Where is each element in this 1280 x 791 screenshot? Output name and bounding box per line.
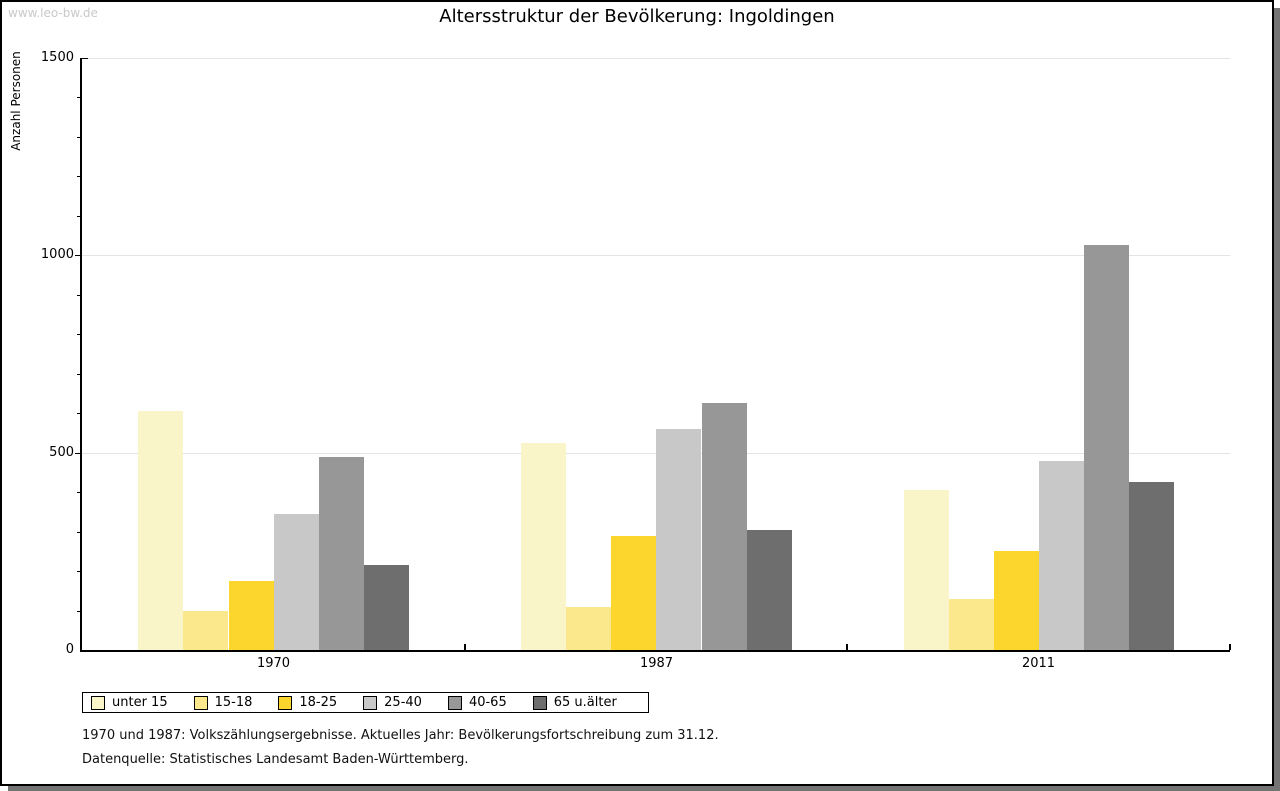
bar-15-18 bbox=[949, 599, 994, 650]
bar-unter-15 bbox=[521, 443, 566, 650]
legend-item: 15-18 bbox=[193, 695, 253, 710]
legend-item: 18-25 bbox=[278, 695, 337, 710]
watermark: www.leo-bw.de bbox=[8, 6, 98, 20]
x-category-label: 2011 bbox=[1021, 656, 1056, 671]
bar-unter-15 bbox=[138, 411, 183, 650]
y-tick bbox=[77, 611, 82, 612]
bar-40-65 bbox=[1084, 245, 1129, 650]
x-axis-line bbox=[80, 650, 1230, 652]
legend-label: unter 15 bbox=[112, 695, 168, 710]
y-tick bbox=[82, 58, 88, 59]
bar-25-40 bbox=[656, 429, 701, 650]
bar-65-u-lter bbox=[747, 530, 792, 650]
bar-25-40 bbox=[1039, 461, 1084, 650]
y-tick-label: 1000 bbox=[40, 247, 74, 262]
y-tick bbox=[77, 295, 82, 296]
y-tick bbox=[77, 532, 82, 533]
footnote-line-1: 1970 und 1987: Volkszählungsergebnisse. … bbox=[82, 728, 719, 743]
y-axis-line bbox=[80, 58, 82, 652]
y-tick bbox=[75, 255, 82, 256]
y-tick bbox=[77, 176, 82, 177]
bar-40-65 bbox=[319, 457, 364, 650]
bar-65-u-lter bbox=[1129, 482, 1174, 650]
x-tick bbox=[846, 644, 848, 650]
legend-item: 65 u.älter bbox=[532, 695, 617, 710]
y-tick bbox=[77, 216, 82, 217]
legend-label: 15-18 bbox=[214, 695, 253, 710]
legend-label: 25-40 bbox=[384, 695, 422, 710]
legend-item: 40-65 bbox=[447, 695, 507, 710]
bar-65-u-lter bbox=[364, 565, 409, 650]
legend-swatch-icon bbox=[193, 695, 208, 710]
x-category-label: 1987 bbox=[639, 656, 674, 671]
page-shadow-bottom bbox=[8, 786, 1280, 791]
bar-40-65 bbox=[702, 403, 747, 650]
x-tick bbox=[464, 644, 466, 650]
legend-swatch-icon bbox=[91, 695, 105, 710]
y-tick bbox=[77, 97, 82, 98]
y-tick bbox=[77, 374, 82, 375]
legend: unter 15 15-18 18-25 25-40 40-65 65 u.älter bbox=[82, 692, 649, 713]
footnote-line-2: Datenquelle: Statistisches Landesamt Bad… bbox=[82, 752, 469, 767]
legend-label: 65 u.älter bbox=[553, 695, 617, 710]
legend-label: 40-65 bbox=[468, 695, 507, 710]
y-tick bbox=[77, 571, 82, 572]
y-tick-label: 1500 bbox=[40, 50, 74, 65]
bar-18-25 bbox=[994, 551, 1039, 650]
legend-swatch-icon bbox=[278, 695, 293, 710]
bar-15-18 bbox=[183, 611, 228, 650]
gridline bbox=[82, 58, 1230, 59]
y-tick-label: 0 bbox=[65, 642, 74, 657]
bar-18-25 bbox=[229, 581, 274, 650]
legend-swatch-icon bbox=[363, 695, 378, 710]
gridline bbox=[82, 255, 1230, 256]
x-tick bbox=[1229, 644, 1231, 650]
page-shadow-right bbox=[1274, 8, 1280, 791]
legend-swatch-icon bbox=[532, 695, 547, 710]
legend-label: 18-25 bbox=[299, 695, 338, 710]
bar-15-18 bbox=[566, 607, 611, 650]
legend-item: 25-40 bbox=[363, 695, 422, 710]
legend-item: unter 15 bbox=[91, 695, 168, 710]
x-category-label: 1970 bbox=[256, 656, 291, 671]
y-tick bbox=[75, 453, 82, 454]
chart-title: Altersstruktur der Bevölkerung: Ingoldin… bbox=[439, 6, 835, 27]
bar-18-25 bbox=[611, 536, 656, 650]
y-tick bbox=[77, 137, 82, 138]
bar-unter-15 bbox=[904, 490, 949, 650]
legend-swatch-icon bbox=[447, 695, 462, 710]
y-tick bbox=[77, 413, 82, 414]
bar-25-40 bbox=[274, 514, 319, 650]
y-tick-label: 500 bbox=[49, 445, 74, 460]
y-tick bbox=[77, 492, 82, 493]
y-tick bbox=[77, 334, 82, 335]
